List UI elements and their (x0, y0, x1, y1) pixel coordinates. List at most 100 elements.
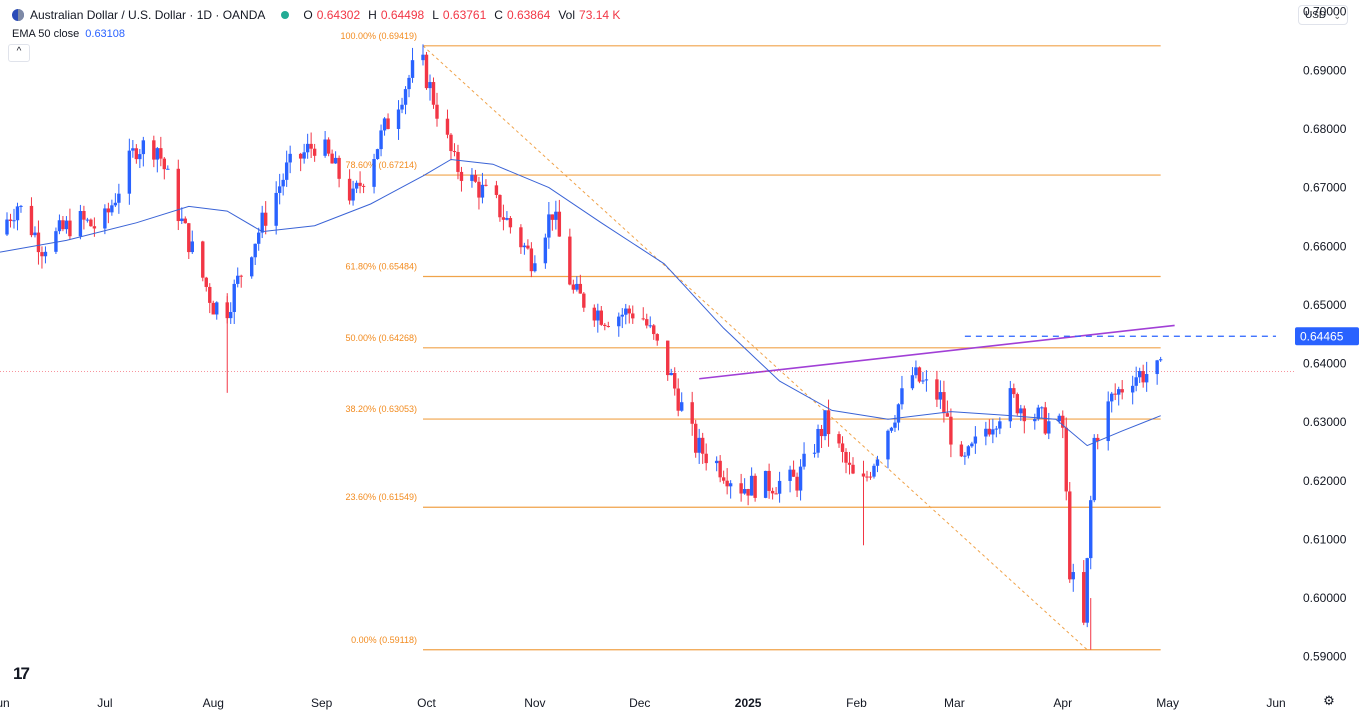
candle (872, 463, 876, 479)
candle-body (354, 182, 359, 189)
candle (229, 302, 233, 324)
candle (382, 117, 387, 136)
x-tick-label: Jul (97, 696, 112, 710)
candle-body (690, 402, 694, 424)
candle-body (844, 451, 848, 463)
fibonacci-retracement[interactable]: 100.00% (0.69419) 78.60% (0.67214) 61.80% … (340, 31, 1161, 651)
candle-body (435, 104, 439, 119)
candle (162, 157, 167, 180)
candle-body (36, 232, 41, 253)
gear-icon[interactable]: ⚙ (1323, 693, 1335, 708)
candle (652, 324, 656, 340)
candle (190, 230, 194, 254)
ema-50-line (0, 158, 1161, 447)
candle-body (396, 109, 401, 129)
candle (603, 322, 607, 331)
candle (917, 366, 922, 384)
x-tick-label: Dec (629, 696, 650, 710)
candle-body (134, 148, 139, 160)
candle-body (1096, 437, 1100, 442)
drawings[interactable] (0, 324, 1294, 380)
collapse-legend-button[interactable]: ^ (8, 44, 30, 62)
candle-body (777, 480, 782, 494)
candle (372, 153, 376, 194)
candle (910, 367, 915, 391)
candle-body (131, 148, 135, 151)
candle (208, 283, 212, 314)
candle (959, 441, 964, 458)
candle-body (277, 186, 282, 193)
candle-body (33, 232, 37, 236)
candle (742, 478, 747, 495)
candle (333, 151, 338, 164)
candle (1019, 404, 1023, 421)
candle-body (795, 476, 799, 491)
candle-body (704, 453, 708, 464)
candle (1040, 406, 1044, 419)
candle-body (253, 243, 257, 258)
candle (330, 149, 334, 164)
candle (302, 143, 306, 164)
candle-body (994, 428, 999, 430)
candle (714, 456, 719, 472)
candle-body (889, 427, 894, 431)
ohlc-close-label: C (494, 8, 503, 22)
candle (8, 213, 13, 228)
candle-body (774, 493, 778, 495)
candle-body (263, 212, 268, 226)
candle (596, 303, 600, 333)
candle-body (1008, 388, 1013, 422)
candle (358, 171, 362, 194)
candle (166, 165, 170, 170)
candle (253, 243, 257, 266)
candle (354, 180, 359, 194)
candle-body (596, 310, 600, 321)
candle (522, 242, 527, 255)
indicator-legend[interactable]: EMA 50 close 0.63108 (12, 28, 125, 40)
candle (533, 255, 537, 273)
candle-body (183, 218, 187, 224)
candle-body (557, 211, 562, 237)
candle-body (1036, 407, 1040, 419)
ohlc-high-label: H (368, 8, 377, 22)
tradingview-logo-icon[interactable]: 17 (13, 664, 30, 683)
candle (777, 471, 782, 503)
candle (54, 227, 58, 255)
candle-body (865, 476, 869, 478)
candle-body (984, 428, 988, 437)
candle (288, 145, 292, 174)
candle-body (770, 490, 775, 494)
candle (721, 470, 726, 484)
candle (347, 169, 352, 205)
candle-body (477, 181, 481, 198)
candle (263, 201, 268, 235)
candle-body (379, 130, 383, 150)
candle-body (452, 151, 457, 153)
candle-body (484, 184, 488, 186)
candle-body (1130, 385, 1135, 393)
candle (379, 124, 383, 157)
candle-body (886, 430, 890, 460)
candle (949, 408, 953, 458)
ohlc-close-value: 0.63864 (506, 8, 551, 22)
y-tick-label: 0.59000 (1303, 650, 1347, 664)
candle-body (470, 174, 474, 181)
candle (36, 220, 41, 265)
candle-body (826, 410, 831, 435)
candle (645, 313, 649, 329)
candle (57, 214, 62, 235)
candle (970, 441, 974, 448)
candle (826, 399, 831, 447)
currency-select[interactable]: USD ⌄ (1298, 5, 1348, 25)
candle-body (1068, 491, 1072, 580)
candle-body (236, 275, 240, 284)
candle (43, 246, 48, 264)
symbol-title[interactable]: Australian Dollar / U.S. Dollar · 1D · O… (30, 8, 266, 22)
candle (85, 217, 90, 223)
candle-body (201, 241, 205, 278)
candle-body (571, 284, 576, 290)
candle-body (1015, 394, 1020, 414)
candle-body (1141, 371, 1145, 383)
